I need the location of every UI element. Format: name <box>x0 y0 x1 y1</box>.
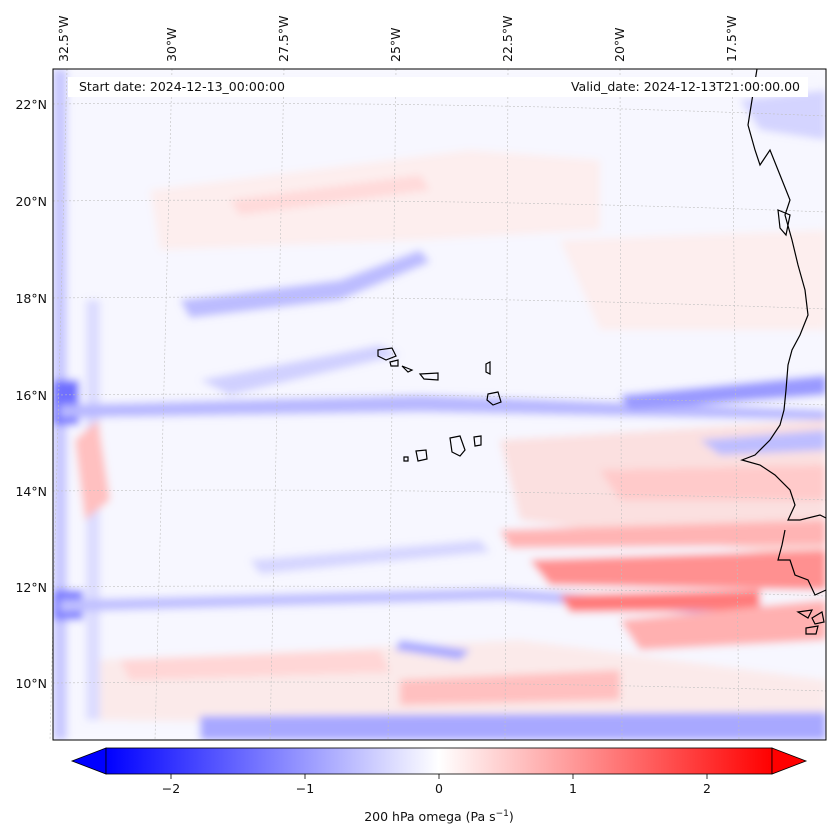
coast-guinea-bissau-islands <box>796 609 825 635</box>
lat-label-22n: 22°N <box>15 97 47 112</box>
lat-label-18n: 18°N <box>15 291 47 306</box>
lat-label-20n: 20°N <box>15 194 47 209</box>
omega-field <box>53 69 826 740</box>
cbar-ticklabel-m1: −1 <box>296 781 314 796</box>
colorbar-title: 200 hPa omega (Pa s−1) <box>364 809 514 824</box>
cbar-ticklabel-1: 1 <box>569 781 577 796</box>
colorbar-title-exponent: −1 <box>496 809 509 819</box>
cbar-ticklabel-m2: −2 <box>162 781 180 796</box>
colorbar-extend-high <box>771 747 808 775</box>
cape-verde-maio <box>473 435 482 447</box>
lon-label-20w: 20°W <box>612 27 627 62</box>
colorbar-ticks <box>170 774 708 779</box>
cape-verde-sal-boa-vista-north <box>485 361 491 375</box>
lon-label-25w: 25°W <box>388 27 403 62</box>
lon-label-30w: 30°W <box>164 27 179 62</box>
colorbar-extend-low <box>70 747 107 775</box>
mauritania-inlet <box>777 209 791 237</box>
header-strip <box>68 77 808 97</box>
cape-verde-sao-nicolau-east <box>418 372 439 381</box>
cbar-ticklabel-2: 2 <box>703 781 711 796</box>
lon-label-17-5w: 17.5°W <box>724 16 739 62</box>
lon-label-27-5w: 27.5°W <box>276 16 291 62</box>
cbar-ticklabel-0: 0 <box>435 781 443 796</box>
cape-verde-sao-vicente <box>389 359 399 367</box>
lon-axis-labels: 32.5°W 30°W 27.5°W 25°W 22.5°W 20°W 17.5… <box>56 16 739 62</box>
valid-date-label: Valid_date: 2024-12-13T21:00:00.00 <box>571 79 800 94</box>
lat-label-10n: 10°N <box>15 676 47 691</box>
colorbar-title-main: 200 hPa omega (Pa s <box>364 809 495 824</box>
colorbar-title-close: ) <box>509 809 514 824</box>
lat-axis-labels: 22°N 20°N 18°N 16°N 14°N 12°N 10°N <box>15 97 47 691</box>
colorbar-body <box>105 747 773 775</box>
cape-verde-santiago <box>449 435 466 457</box>
cape-verde-fogo <box>415 449 428 462</box>
lon-label-32-5w: 32.5°W <box>56 16 71 62</box>
cape-verde-boa-vista <box>486 391 502 406</box>
start-date-label: Start date: 2024-12-13_00:00:00 <box>79 79 285 94</box>
lon-label-22-5w: 22.5°W <box>500 16 515 62</box>
coastlines <box>377 69 826 635</box>
lat-label-16n: 16°N <box>15 388 47 403</box>
lat-label-14n: 14°N <box>15 484 47 499</box>
colorbar: −2 −1 0 1 2 200 hPa omega (Pa s−1) <box>70 747 808 824</box>
cape-verde-brava <box>403 456 409 462</box>
map-panel: Start date: 2024-12-13_00:00:00 Valid_da… <box>49 68 827 741</box>
coast-senegal-south <box>777 529 826 596</box>
africa-coastline <box>740 69 826 521</box>
cape-verde-sao-nicolau <box>401 365 414 373</box>
lat-label-12n: 12°N <box>15 580 47 595</box>
cape-verde-santo-antao <box>377 347 397 361</box>
map-frame <box>52 68 827 741</box>
